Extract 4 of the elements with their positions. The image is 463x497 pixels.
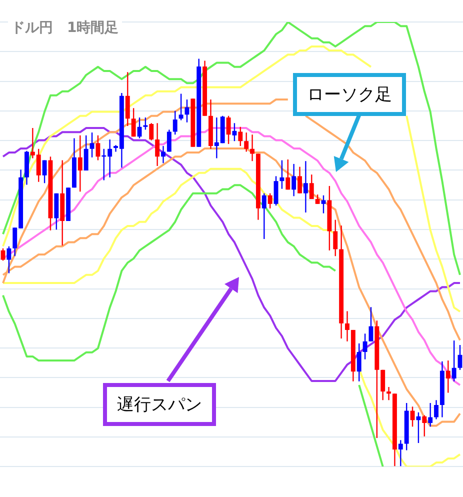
chart-title: ドル円 1時間足 [8, 18, 122, 38]
annotation: 遅行スパン [103, 383, 216, 426]
candlestick [66, 188, 71, 222]
annotation: ローソク足 [293, 73, 406, 116]
